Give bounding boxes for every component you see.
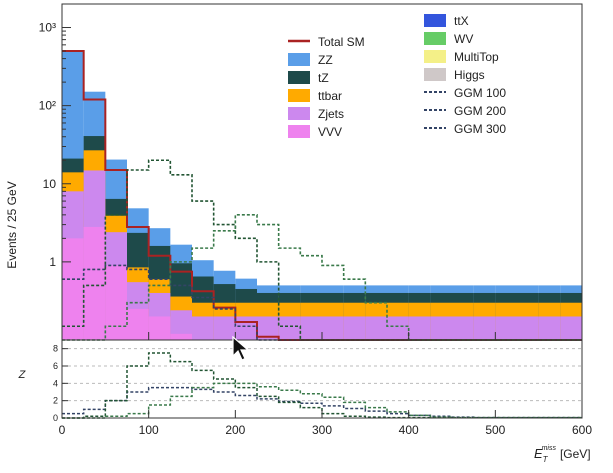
legend-entry-higgs: Higgs [424,68,485,82]
bar-vvv [127,308,149,340]
legend-entry-zjets: Zjets [288,107,344,121]
legend: Total SM ZZ tZ ttbar Zjets VVV ttX WV MultiTop Hi… [288,14,506,139]
legend-label: Total SM [318,35,365,49]
bar-zjets [538,316,561,340]
y-axis-label: Events / 25 GeV [5,181,19,268]
legend-swatch [424,14,446,27]
x-tick-label: 100 [139,423,159,437]
bar-vvv [105,265,127,340]
legend-label: WV [454,32,473,46]
legend-entry-total-sm: Total SM [288,35,365,49]
x-tick-label: 200 [225,423,245,437]
bar-vvv [148,316,171,340]
ratio-tick-label: 2 [53,396,58,406]
ratio-ggm-300 [62,382,582,419]
y-tick-label: 10³ [39,21,56,35]
bar-zjets [430,316,452,340]
legend-label: Higgs [454,68,485,82]
x-tick-label: 600 [572,423,592,437]
legend-entry-ggm-100: GGM 100 [424,86,506,100]
legend-swatch [288,107,310,120]
bar-zjets [322,316,344,340]
bar-zjets [495,316,517,340]
ratio-tick-label: 4 [53,378,58,388]
legend-entry-wv: WV [424,32,473,46]
ratio-axis-label: Z [18,369,27,381]
signal-ggm-300 [62,214,582,341]
legend-entry-ttbar: ttbar [288,89,342,103]
legend-entry-vvv: VVV [288,125,342,139]
legend-entry-tz: tZ [288,71,329,85]
y-tick-label: 1 [49,255,56,269]
x-tick-label: 0 [59,423,66,437]
bar-vvv [83,226,106,340]
legend-swatch [288,71,310,84]
bar-zjets [257,316,279,340]
legend-label: ttbar [318,89,342,103]
x-tick-label: 400 [399,423,419,437]
ratio-tick-label: 6 [53,361,58,371]
bar-zjets [365,316,387,340]
legend-label: tZ [318,71,329,85]
ratio-ggm-100 [62,386,582,419]
legend-entry-ggm-300: GGM 300 [424,122,506,136]
legend-entry-ggm-200: GGM 200 [424,104,506,118]
legend-label: MultiTop [454,50,499,64]
legend-swatch [288,89,310,102]
x-tick-label: 300 [312,423,332,437]
legend-swatch [288,53,310,66]
bar-zjets [408,316,431,340]
ratio-ggm-200 [62,352,582,419]
bar-zjets [192,316,214,340]
legend-label: Zjets [318,107,344,121]
axes: 0 100 200 300 400 500 600 1 10 10² 10³ 0 2 4 6 8 [39,3,592,437]
legend-swatch [288,125,310,138]
bar-zjets [170,310,192,340]
bar-zjets [300,316,322,340]
signal-ggm-100 [62,264,582,341]
bar-zjets [517,316,539,340]
legend-label: VVV [318,125,342,139]
y-tick-label: 10 [43,177,57,191]
legend-label: GGM 200 [454,104,506,118]
x-axis-label: ETmiss [GeV] [534,445,591,464]
ratio-tick-label: 0 [53,413,58,423]
svg-text:ETmiss[GeV]: ETmiss [GeV] [534,445,591,464]
bar-zjets [473,316,496,340]
ratio-panel [62,348,582,419]
ratio-tick-label: 8 [53,344,58,354]
bar-zjets [213,316,236,340]
bar-zjets [387,316,409,340]
legend-label: ZZ [318,53,333,67]
legend-entry-multitop: MultiTop [424,50,499,64]
legend-swatch [424,32,446,45]
legend-label: GGM 300 [454,122,506,136]
bar-vvv [170,333,192,340]
bar-vvv [62,238,84,340]
stack-vvv [62,226,192,340]
main-panel [62,50,582,341]
legend-entry-ttx: ttX [424,14,469,28]
legend-swatch [424,68,446,81]
legend-swatch [424,50,446,63]
legend-label: ttX [454,14,469,28]
bar-zjets [278,316,301,340]
legend-label: GGM 100 [454,86,506,100]
bar-zjets [343,316,366,340]
y-tick-label: 10² [39,99,56,113]
x-tick-label: 500 [485,423,505,437]
legend-entry-zz: ZZ [288,53,333,67]
signal-ggm-200 [62,159,582,341]
bar-zjets [560,316,582,340]
bar-zjets [452,316,474,340]
ratio-frame [61,339,583,419]
